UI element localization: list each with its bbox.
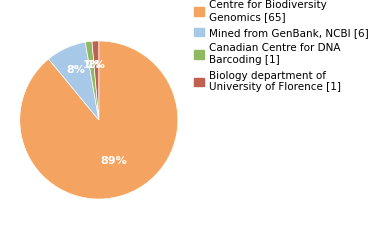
Wedge shape <box>92 41 99 120</box>
Wedge shape <box>85 41 99 120</box>
Legend: Centre for Biodiversity
Genomics [65], Mined from GenBank, NCBI [6], Canadian Ce: Centre for Biodiversity Genomics [65], M… <box>194 0 369 92</box>
Wedge shape <box>20 41 178 199</box>
Text: 1%: 1% <box>82 60 101 70</box>
Wedge shape <box>49 42 99 120</box>
Text: 89%: 89% <box>100 156 127 166</box>
Text: 8%: 8% <box>66 65 85 75</box>
Text: 1%: 1% <box>87 60 106 70</box>
